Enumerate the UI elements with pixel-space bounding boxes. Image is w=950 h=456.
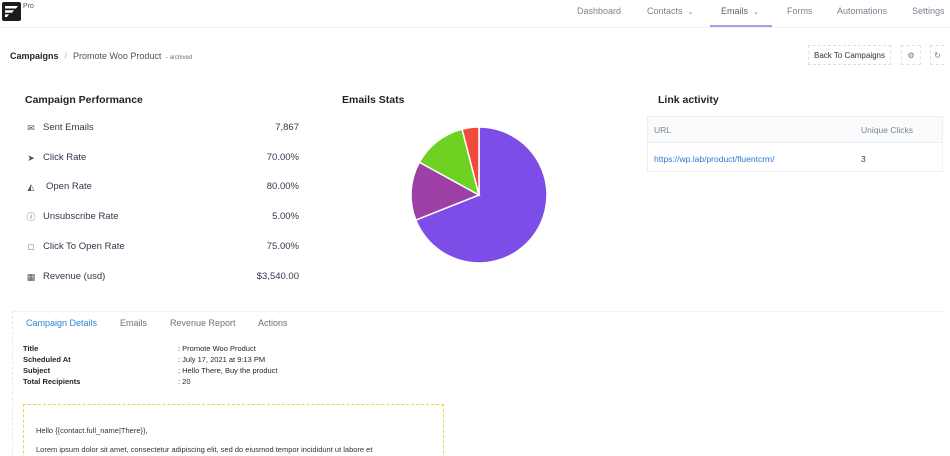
email-preview: Hello {{contact.full_name|There}}, Lorem… xyxy=(23,404,444,456)
pie-slice-3 xyxy=(461,126,480,196)
pie-slice-2 xyxy=(418,128,481,197)
nav-automations[interactable]: Automations xyxy=(837,6,888,16)
metric-revenue: ▦ Revenue (usd) $3,540.00 xyxy=(26,271,299,285)
metric-value: 75.00% xyxy=(266,241,299,252)
pie-slice-0 xyxy=(414,126,548,264)
metric-value: 5.00% xyxy=(272,211,299,222)
emails-stats-title: Emails Stats xyxy=(342,94,405,106)
metric-value: 70.00% xyxy=(266,152,299,163)
link-clicks: 3 xyxy=(861,154,866,164)
details-panel xyxy=(12,311,943,456)
metric-label: Revenue (usd) xyxy=(43,271,106,282)
nav-emails-label: Emails xyxy=(721,6,749,16)
emails-stats-pie-chart xyxy=(410,126,548,264)
nav-settings[interactable]: Settings xyxy=(912,6,945,16)
info-icon: ⓘ xyxy=(26,212,36,222)
metric-label: Click To Open Rate xyxy=(43,241,125,252)
detail-label-subject: Subject xyxy=(23,366,51,375)
tab-revenue-report[interactable]: Revenue Report xyxy=(170,318,236,328)
detail-value-title: : Promote Woo Product xyxy=(178,344,256,353)
metric-open-rate: ◭ Open Rate 80.00% xyxy=(26,181,299,195)
breadcrumb: Campaigns / Promote Woo Product - archived xyxy=(10,51,192,61)
nav-contacts[interactable]: Contacts ⌄ xyxy=(647,6,693,16)
nav-emails[interactable]: Emails ⌄ xyxy=(721,6,759,16)
preview-greeting: Hello {{contact.full_name|There}}, xyxy=(36,426,148,435)
metric-label: Click Rate xyxy=(43,152,87,163)
active-nav-indicator xyxy=(710,25,772,27)
chevron-down-icon: ⌄ xyxy=(753,9,759,16)
refresh-button[interactable]: ↻ xyxy=(930,45,944,65)
chevron-down-icon: ⌄ xyxy=(687,9,694,16)
open-mail-icon: ◭ xyxy=(27,182,35,192)
refresh-icon: ↻ xyxy=(934,50,941,60)
detail-label-title: Title xyxy=(23,344,39,353)
nav-dashboard[interactable]: Dashboard xyxy=(577,6,622,16)
metric-click-rate: ➤ Click Rate 70.00% xyxy=(26,152,299,166)
link-activity-table: URL Unique Clicks https://wp.lab/product… xyxy=(647,116,943,172)
campaign-performance-title: Campaign Performance xyxy=(25,94,143,106)
link-activity-title: Link activity xyxy=(658,94,719,106)
nav-forms[interactable]: Forms xyxy=(787,6,813,16)
tab-campaign-details[interactable]: Campaign Details xyxy=(26,318,98,328)
breadcrumb-separator: / xyxy=(64,51,68,61)
money-icon: ▦ xyxy=(26,272,36,282)
table-header: URL Unique Clicks xyxy=(648,117,942,143)
metric-unsubscribe-rate: ⓘ Unsubscribe Rate 5.00% xyxy=(26,211,299,225)
metric-value: 7,867 xyxy=(275,122,299,133)
pro-label: Pro xyxy=(23,3,34,10)
metric-click-to-open-rate: □ Click To Open Rate 75.00% xyxy=(26,241,299,255)
archived-status: - archived xyxy=(165,55,193,61)
column-url: URL xyxy=(654,125,672,135)
envelope-icon: ✉ xyxy=(27,123,35,133)
top-navigation: Pro Dashboard Contacts ⌄ Emails ⌄ Forms Au… xyxy=(0,0,950,28)
fluentcrm-logo-icon[interactable] xyxy=(2,2,21,21)
preview-body: Lorem ipsum dolor sit amet, consectetur … xyxy=(36,445,373,454)
gear-icon: ⚙ xyxy=(907,50,915,60)
detail-value-scheduled: : July 17, 2021 at 9:13 PM xyxy=(178,355,266,364)
breadcrumb-campaigns-link[interactable]: Campaigns xyxy=(10,51,59,61)
tab-actions[interactable]: Actions xyxy=(258,318,288,328)
detail-value-recipients: : 20 xyxy=(178,377,191,386)
detail-value-subject: : Hello There, Buy the product xyxy=(178,366,278,375)
metric-label: Sent Emails xyxy=(43,122,94,133)
metric-sent-emails: ✉ Sent Emails 7,867 xyxy=(26,122,299,136)
comment-icon: □ xyxy=(28,242,34,252)
back-to-campaigns-button[interactable]: Back To Campaigns xyxy=(808,45,891,65)
metric-value: 80.00% xyxy=(266,181,299,192)
breadcrumb-current: Promote Woo Product xyxy=(73,51,162,61)
detail-label-scheduled: Scheduled At xyxy=(23,355,71,364)
settings-button[interactable]: ⚙ xyxy=(901,45,921,65)
column-unique-clicks: Unique Clicks xyxy=(861,125,913,135)
metric-label: Open Rate xyxy=(46,181,92,192)
metric-label: Unsubscribe Rate xyxy=(43,211,119,222)
detail-label-recipients: Total Recipients xyxy=(23,377,81,386)
tab-emails[interactable]: Emails xyxy=(120,318,148,328)
pie-slice-1 xyxy=(410,161,481,222)
send-icon: ➤ xyxy=(27,153,35,163)
link-url[interactable]: https://wp.lab/product/fluentcrm/ xyxy=(654,154,775,164)
metric-value: $3,540.00 xyxy=(256,271,299,282)
nav-contacts-label: Contacts xyxy=(647,6,683,16)
